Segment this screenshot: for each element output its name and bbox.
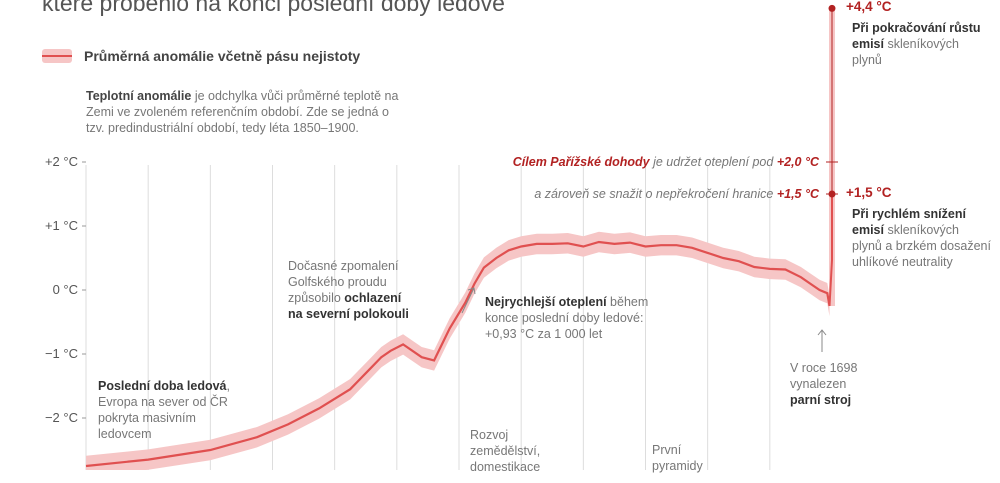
y-tick-label: −2 °C (44, 410, 78, 425)
annotation-gulf-stream: Dočasné zpomalení Golfského proudu způso… (288, 258, 413, 322)
paris-goal-line: Cílem Pařížské dohody je udržet oteplení… (513, 155, 819, 169)
paris-limit-text: a zároveň se snažit o nepřekročení hrani… (534, 187, 777, 201)
annotation-steam-engine: V roce 1698 vynalezen parní stroj (790, 360, 870, 408)
mean-anomaly-line (85, 240, 831, 468)
scenario-low-label: Při rychlém snížení emisí skleníkových p… (852, 206, 992, 270)
anomaly-note-term: Teplotní anomálie (86, 89, 192, 103)
paris-goal-mid: je udržet oteplení pod (649, 155, 777, 169)
paris-limit-line: a zároveň se snažit o nepřekročení hrani… (534, 187, 819, 201)
annotation-agriculture: Rozvoj zemědělství, domestikace (470, 428, 541, 474)
projection-dot-high (828, 4, 836, 12)
scenario-low-value: +1,5 °C (846, 185, 892, 200)
y-tick-label: −1 °C (44, 346, 78, 361)
annotation-ice-age-text: , Evropa na sever od ČR pokryta masivním… (98, 379, 230, 441)
scenario-low-text: skleníkových plynů a brzkém dosažení uhl… (852, 223, 991, 269)
annotation-fastest-text: během konce poslední doby ledové: +0,93 … (485, 295, 649, 341)
paris-goal-prefix: Cílem Pařížské dohody (512, 155, 650, 169)
annotation-steam-text: V roce 1698 vynalezen (790, 361, 858, 391)
paris-limit-value: +1,5 °C (776, 187, 819, 201)
scenario-high-label: Při pokračování růstu emisí skleníkových… (852, 20, 992, 68)
chart-svg (82, 4, 838, 470)
scenario-high-text: skleníkových plynů (852, 37, 959, 67)
chart-title: které proběhlo na konci poslední doby le… (42, 0, 505, 16)
y-tick-label: +1 °C (44, 218, 78, 233)
annotation-ice-age-bold: Poslední doba ledová (98, 379, 227, 393)
annotation-fastest-bold: Nejrychlejší oteplení (485, 295, 607, 309)
annotation-gulf-bold: ochlazení na severní polokouli (288, 291, 409, 321)
grid-layer (82, 161, 771, 470)
annotation-pyramids: První pyramidy (652, 443, 703, 473)
scenario-high-value: +4,4 °C (846, 0, 892, 14)
annotation-arrows (461, 287, 827, 352)
projection-line-low (828, 194, 833, 307)
y-tick-label: 0 °C (52, 282, 78, 297)
scenario-high-bold: Při pokračování růstu emisí (852, 21, 981, 51)
annotation-gulf-text: Dočasné zpomalení Golfského proudu způso… (288, 259, 399, 305)
legend: Průměrná anomálie včetně pásu nejistoty (42, 48, 360, 64)
paris-goal-value: +2,0 °C (776, 155, 819, 169)
fastest-warming-arrow (461, 287, 476, 314)
y-tick-label: +2 °C (44, 154, 78, 169)
annotation-ice-age: Poslední doba ledová, Evropa na sever od… (98, 378, 248, 442)
legend-swatch (42, 49, 72, 63)
projection-layer (826, 4, 838, 307)
legend-label: Průměrná anomálie včetně pásu nejistoty (84, 48, 361, 64)
steam-engine-arrow (817, 329, 827, 352)
scenario-low-bold: Při rychlém snížení emisí (852, 207, 966, 237)
annotation-fastest-warming: Nejrychlejší oteplení během konce posled… (485, 294, 660, 342)
anomaly-note-text: je odchylka vůči průměrné teplotě na Zem… (86, 89, 399, 135)
anomaly-note: Teplotní anomálie je odchylka vůči průmě… (86, 88, 406, 136)
annotation-steam-bold: parní stroj (790, 393, 852, 407)
